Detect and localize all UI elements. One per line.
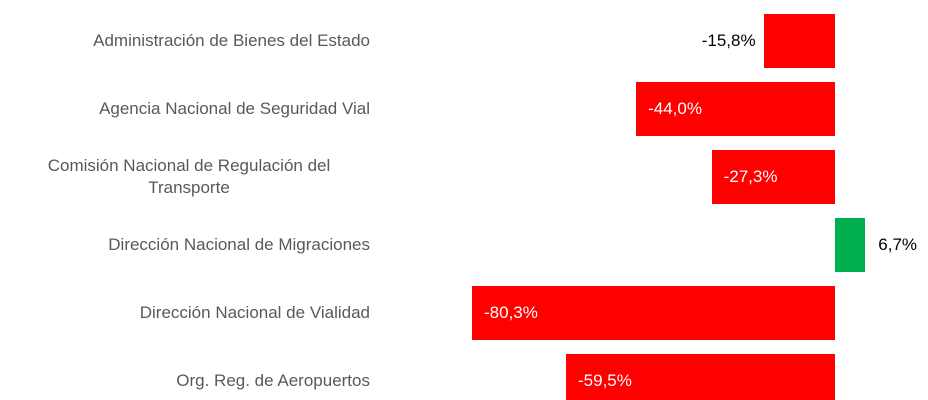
bar (566, 354, 835, 400)
bar (636, 82, 835, 136)
category-text: Dirección Nacional de Migraciones (108, 235, 370, 254)
value-label: -80,3% (484, 303, 538, 322)
value-label: -44,0% (648, 99, 702, 118)
bar (711, 150, 835, 204)
value-label: -59,5% (578, 371, 632, 390)
category-text: Administración de Bienes del Estado (93, 31, 370, 50)
category-label: Comisión Nacional de Regulación del Tran… (8, 155, 370, 199)
category-text: Org. Reg. de Aeropuertos (176, 371, 370, 390)
category-text: Agencia Nacional de Seguridad Vial (99, 99, 370, 118)
category-label: Dirección Nacional de Migraciones (8, 234, 370, 256)
value-label: -27,3% (723, 167, 778, 186)
category-text: Dirección Nacional de Vialidad (139, 303, 370, 322)
category-text: Comisión Nacional de Regulación del Tran… (47, 156, 331, 197)
category-label: Administración de Bienes del Estado (8, 30, 370, 52)
value-label: 6,7% (878, 235, 918, 254)
category-label: Dirección Nacional de Vialidad (8, 302, 370, 324)
bar (472, 286, 835, 340)
bar (763, 14, 835, 68)
bar (835, 218, 866, 272)
value-label: -15,8% (701, 31, 756, 50)
category-label: Agencia Nacional de Seguridad Vial (8, 98, 370, 120)
category-label: Org. Reg. de Aeropuertos (8, 370, 370, 392)
